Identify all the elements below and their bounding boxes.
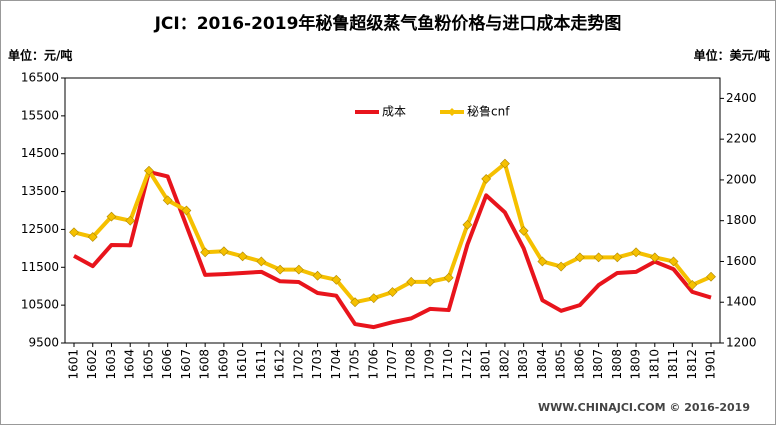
- point-marker: [312, 270, 323, 281]
- y-tick-label: 14500: [21, 146, 59, 160]
- point-marker: [87, 232, 98, 242]
- x-tick-label: 1805: [554, 349, 568, 380]
- x-tick-label: 1804: [535, 349, 549, 380]
- y2-tick-label: 2000: [726, 172, 757, 186]
- point-marker: [537, 256, 548, 267]
- point-marker: [499, 158, 510, 169]
- y2-tick-label: 1800: [726, 213, 757, 227]
- y-axis-label: 单位：元/吨: [8, 48, 72, 63]
- point-marker: [144, 165, 154, 176]
- point-marker: [687, 279, 698, 290]
- x-tick-label: 1806: [572, 349, 586, 380]
- x-tick-label: 1604: [123, 349, 137, 380]
- x-tick-label: 1801: [479, 349, 493, 380]
- x-tick-label: 1712: [460, 349, 474, 380]
- x-tick-label: 1708: [404, 349, 418, 380]
- point-marker: [631, 247, 641, 258]
- legend-marker: [448, 108, 456, 116]
- point-marker: [518, 225, 529, 236]
- chart-title: JCI：2016-2019年秘鲁超级蒸气鱼粉价格与进口成本走势图: [154, 13, 622, 34]
- point-marker: [668, 256, 679, 267]
- x-tick-label: 1610: [235, 349, 249, 380]
- point-marker: [125, 215, 136, 226]
- x-tick-label: 1809: [629, 349, 643, 380]
- y2-axis-label: 单位：美元/吨: [694, 48, 770, 63]
- y2-tick-label: 1400: [726, 295, 757, 309]
- point-marker: [406, 276, 417, 287]
- x-tick-label: 1709: [422, 349, 436, 380]
- point-marker: [200, 247, 211, 258]
- x-tick-label: 1807: [591, 349, 605, 380]
- x-tick-label: 1607: [179, 349, 193, 380]
- x-tick-label: 1802: [497, 349, 511, 380]
- point-marker: [275, 264, 286, 275]
- point-marker: [69, 227, 79, 238]
- point-marker: [574, 252, 585, 263]
- y-tick-label: 13500: [21, 184, 59, 198]
- y-tick-label: 11500: [21, 260, 59, 274]
- x-tick-label: 1605: [141, 349, 155, 380]
- x-tick-label: 1703: [310, 349, 324, 380]
- x-tick-label: 1803: [516, 349, 530, 380]
- x-tick-label: 1812: [685, 349, 699, 380]
- point-marker: [181, 205, 192, 216]
- legend-label: 秘鲁cnf: [467, 105, 510, 119]
- source: WWW.CHINAJCI.COM © 2016-2019: [538, 401, 750, 414]
- y-tick-label: 15500: [21, 108, 59, 122]
- point-marker: [162, 195, 173, 206]
- y-tick-label: 16500: [21, 71, 59, 85]
- x-tick-label: 1608: [198, 349, 212, 380]
- x-tick-label: 1702: [291, 349, 305, 380]
- point-marker: [481, 173, 492, 184]
- y-tick-label: 10500: [21, 298, 59, 312]
- plot-area: [64, 77, 721, 344]
- point-marker: [649, 252, 660, 263]
- legend-label: 成本: [382, 105, 406, 119]
- point-marker: [706, 271, 716, 282]
- point-marker: [106, 211, 117, 222]
- y2-tick-label: 2400: [726, 91, 757, 105]
- x-tick-label: 1710: [441, 349, 455, 380]
- y-tick-label: 12500: [21, 222, 59, 236]
- x-tick-label: 1612: [273, 349, 287, 380]
- y2-tick-label: 1200: [726, 336, 757, 350]
- x-tick-label: 1609: [216, 349, 230, 380]
- point-marker: [462, 219, 473, 230]
- point-marker: [256, 256, 267, 267]
- point-marker: [218, 246, 229, 257]
- x-tick-label: 1704: [329, 349, 343, 380]
- x-tick-label: 1603: [104, 349, 118, 380]
- y2-tick-label: 2200: [726, 132, 757, 146]
- point-marker: [612, 252, 623, 263]
- point-marker: [425, 276, 435, 287]
- point-marker: [293, 264, 304, 275]
- x-tick-label: 1706: [366, 349, 380, 380]
- x-tick-label: 1810: [647, 349, 661, 380]
- x-tick-label: 1705: [348, 349, 362, 380]
- point-marker: [368, 293, 379, 304]
- point-marker: [331, 274, 342, 285]
- point-marker: [387, 287, 398, 297]
- x-tick-label: 1601: [67, 349, 81, 380]
- x-tick-label: 1808: [610, 349, 624, 380]
- y2-tick-label: 1600: [726, 254, 757, 268]
- point-marker: [443, 272, 454, 283]
- point-marker: [593, 252, 604, 263]
- point-marker: [350, 297, 360, 308]
- x-tick-label: 1606: [160, 349, 174, 380]
- x-tick-label: 1811: [666, 349, 680, 380]
- point-marker: [556, 261, 567, 272]
- x-tick-label: 1901: [704, 349, 718, 380]
- x-tick-label: 1611: [254, 349, 268, 380]
- y-tick-label: 9500: [28, 336, 59, 350]
- x-tick-label: 1707: [385, 349, 399, 380]
- x-tick-label: 1602: [85, 349, 99, 380]
- point-marker: [237, 251, 248, 262]
